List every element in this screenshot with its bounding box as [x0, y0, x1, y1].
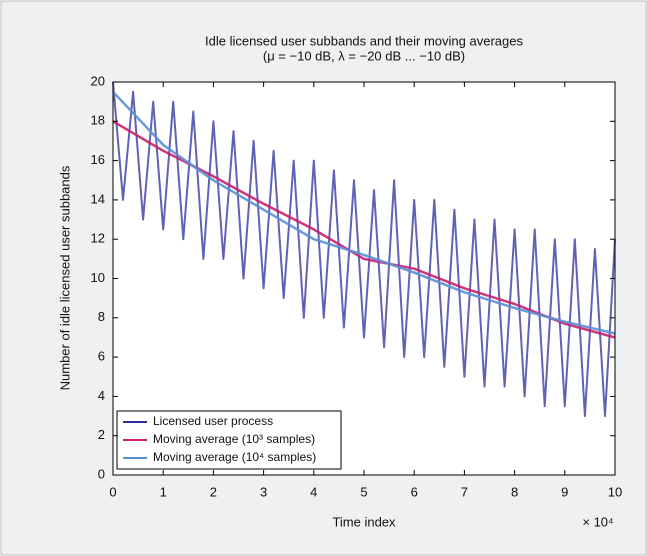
x-tick-label: 5: [360, 484, 367, 499]
y-tick-label: 14: [91, 191, 105, 206]
y-tick-label: 2: [98, 427, 105, 442]
legend-label: Moving average (10⁴ samples): [153, 450, 316, 464]
chart-title: Idle licensed user subbands and their mo…: [205, 33, 523, 48]
legend-box: [116, 410, 342, 470]
y-tick-label: 6: [98, 349, 105, 364]
x-tick-label: 1: [160, 484, 167, 499]
x-tick-label: 10: [608, 484, 622, 499]
x-tick-label: 0: [109, 484, 116, 499]
x-tick-label: 9: [561, 484, 568, 499]
series-line: [112, 90, 616, 335]
y-tick-label: 4: [98, 388, 105, 403]
series-line: [112, 81, 616, 418]
x-tick-label: 6: [411, 484, 418, 499]
chart-subtitle: (μ = −10 dB, λ = −20 dB ... −10 dB): [263, 48, 465, 63]
legend-label: Moving average (10³ samples): [153, 432, 315, 446]
x-tick-label: 2: [210, 484, 217, 499]
series-line: [112, 120, 616, 339]
y-tick-label: 8: [98, 309, 105, 324]
y-tick-label: 18: [91, 113, 105, 128]
x-tick-label: 8: [511, 484, 518, 499]
x-tick-label: 3: [260, 484, 267, 499]
x-tick-label: 4: [310, 484, 317, 499]
y-axis-label: Number of idle licensed user subbands: [57, 165, 72, 390]
y-tick-label: 16: [91, 152, 105, 167]
y-tick-label: 12: [91, 231, 105, 246]
x-axis-label: Time index: [332, 514, 396, 529]
legend-label: Licensed user process: [153, 414, 273, 428]
y-tick-label: 20: [91, 73, 105, 88]
legend: Licensed user process Moving average (10³…: [116, 410, 342, 470]
x-exponent: × 10⁴: [582, 514, 613, 529]
y-tick-label: 0: [98, 466, 105, 481]
x-tick-label: 7: [461, 484, 468, 499]
marks: [112, 81, 616, 418]
y-tick-label: 10: [91, 270, 105, 285]
